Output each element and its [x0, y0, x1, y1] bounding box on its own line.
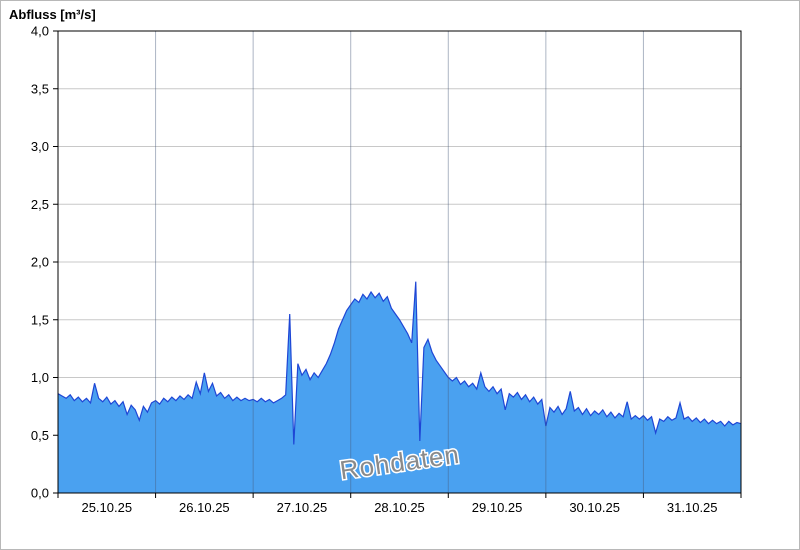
chart-title: Abfluss [m³/s] — [9, 7, 96, 22]
y-tick-label: 0,5 — [31, 428, 49, 443]
y-tick-label: 2,5 — [31, 197, 49, 212]
y-tick-label: 4,0 — [31, 24, 49, 39]
x-tick-label: 31.10.25 — [667, 500, 718, 515]
y-tick-label: 0,0 — [31, 486, 49, 501]
discharge-area — [58, 281, 741, 493]
x-tick-label: 27.10.25 — [277, 500, 328, 515]
y-tick-label: 1,5 — [31, 312, 49, 327]
x-tick-label: 26.10.25 — [179, 500, 230, 515]
x-tick-label: 28.10.25 — [374, 500, 425, 515]
x-tick-label: 30.10.25 — [569, 500, 620, 515]
y-tick-label: 3,0 — [31, 139, 49, 154]
x-tick-label: 29.10.25 — [472, 500, 523, 515]
x-tick-label: 25.10.25 — [81, 500, 132, 515]
y-tick-label: 1,0 — [31, 370, 49, 385]
y-tick-label: 2,0 — [31, 255, 49, 270]
discharge-line — [57, 281, 742, 445]
y-tick-label: 3,5 — [31, 81, 49, 96]
